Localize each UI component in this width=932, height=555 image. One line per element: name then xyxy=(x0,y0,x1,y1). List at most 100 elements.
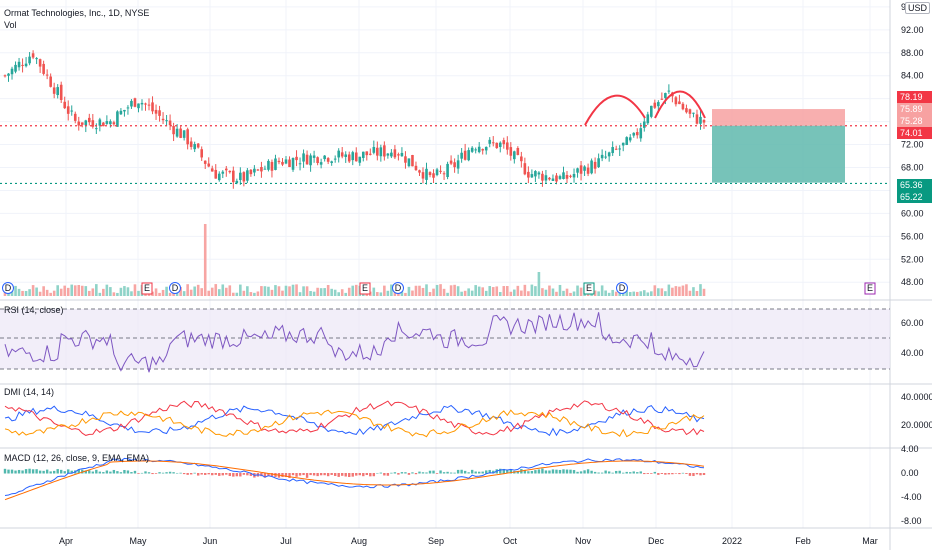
candle-body xyxy=(688,109,692,114)
candle-body xyxy=(376,147,379,156)
macd-histogram-bar xyxy=(119,472,123,474)
macd-histogram-bar xyxy=(158,472,161,474)
macd-histogram-bar xyxy=(242,473,246,475)
candle-body xyxy=(14,64,17,72)
macd-label: MACD (12, 26, close, 9, EMA, EMA) xyxy=(4,453,150,463)
volume-bar xyxy=(376,292,379,296)
volume-bar xyxy=(186,284,189,296)
volume-bar xyxy=(628,292,632,296)
price-label-bg xyxy=(897,115,932,127)
candle-body xyxy=(246,170,249,181)
candle-body xyxy=(95,128,98,130)
macd-histogram-bar xyxy=(646,473,649,474)
volume-bar xyxy=(502,286,506,296)
volume-bar xyxy=(77,284,81,296)
macd-histogram-bar xyxy=(470,469,474,474)
volume-bar xyxy=(477,286,481,296)
volume-bar xyxy=(344,292,348,296)
volume-bar xyxy=(516,285,520,296)
macd-histogram-bar xyxy=(214,473,217,475)
macd-histogram-bar xyxy=(639,471,642,474)
candle-body xyxy=(414,165,418,171)
candle-body xyxy=(217,173,221,181)
macd-histogram-bar xyxy=(316,473,319,477)
candle-body xyxy=(358,156,362,163)
candle-body xyxy=(133,98,137,107)
macd-histogram-bar xyxy=(341,473,344,476)
candle-body xyxy=(692,112,695,114)
candle-body xyxy=(88,117,91,123)
candle-body xyxy=(428,172,432,176)
macd-histogram-bar xyxy=(298,473,302,476)
candle-body xyxy=(558,176,562,179)
volume-bar xyxy=(390,284,393,296)
macd-histogram-bar xyxy=(362,473,365,477)
price-tick-label: 68.00 xyxy=(901,163,924,173)
macd-tick-label: 4.00 xyxy=(901,444,919,454)
volume-bar xyxy=(161,289,165,296)
candle-body xyxy=(477,146,481,153)
volume-bar xyxy=(42,286,45,296)
candle-body xyxy=(144,103,147,105)
dmi-tick-label: 20.0000 xyxy=(901,420,932,430)
macd-histogram-bar xyxy=(235,473,239,477)
candle-body xyxy=(404,156,407,163)
volume-bar xyxy=(607,292,611,296)
volume-bar xyxy=(667,284,671,296)
candle-body xyxy=(386,153,390,156)
candle-body xyxy=(309,155,312,166)
macd-histogram-bar xyxy=(579,471,583,474)
macd-histogram-bar xyxy=(161,472,165,474)
volume-bar xyxy=(635,291,639,296)
macd-histogram-bar xyxy=(569,469,572,474)
volume-bar xyxy=(555,291,558,296)
time-tick-label: Jul xyxy=(280,536,292,546)
stop-zone xyxy=(712,109,845,126)
macd-histogram-bar xyxy=(126,470,130,474)
macd-histogram-bar xyxy=(702,473,706,476)
volume-bar xyxy=(453,284,456,296)
volume-bar xyxy=(597,291,600,296)
volume-bar xyxy=(470,290,474,296)
volume-bar xyxy=(544,289,548,296)
volume-bar xyxy=(572,291,576,296)
candle-body xyxy=(270,161,274,171)
volume-bar xyxy=(699,284,702,296)
macd-histogram-bar xyxy=(63,471,66,474)
volume-bar xyxy=(481,287,485,296)
candle-body xyxy=(702,119,706,123)
signal-line xyxy=(4,460,705,501)
candle-body xyxy=(312,155,316,158)
volume-bar xyxy=(284,285,288,296)
volume-bar xyxy=(467,288,470,296)
candle-body xyxy=(295,156,298,161)
macd-histogram-bar xyxy=(485,470,488,474)
volume-bar xyxy=(14,285,17,296)
candle-body xyxy=(590,160,593,174)
macd-histogram-bar xyxy=(239,473,242,477)
candle-body xyxy=(463,150,467,160)
price-label: 75.28 xyxy=(900,116,923,126)
time-tick-label: Oct xyxy=(503,536,518,546)
macd-histogram-bar xyxy=(137,473,140,474)
candle-body xyxy=(418,170,421,173)
volume-bar xyxy=(298,292,302,296)
macd-histogram-bar xyxy=(474,471,477,474)
volume-bar xyxy=(256,291,260,296)
macd-histogram-bar xyxy=(204,473,207,475)
macd-histogram-bar xyxy=(295,473,298,477)
currency-badge[interactable]: USD xyxy=(905,2,931,14)
macd-histogram-bar xyxy=(418,471,421,474)
volume-bar xyxy=(175,292,179,296)
volume-bar xyxy=(137,290,140,296)
candle-body xyxy=(498,142,502,147)
macd-histogram-bar xyxy=(467,472,470,474)
macd-histogram-bar xyxy=(435,473,439,474)
candle-body xyxy=(277,160,281,163)
volume-bar xyxy=(80,285,84,296)
macd-histogram-bar xyxy=(246,473,249,476)
macd-histogram-bar xyxy=(95,469,98,474)
macd-histogram-bar xyxy=(699,473,702,476)
price-label-bg xyxy=(897,127,932,139)
